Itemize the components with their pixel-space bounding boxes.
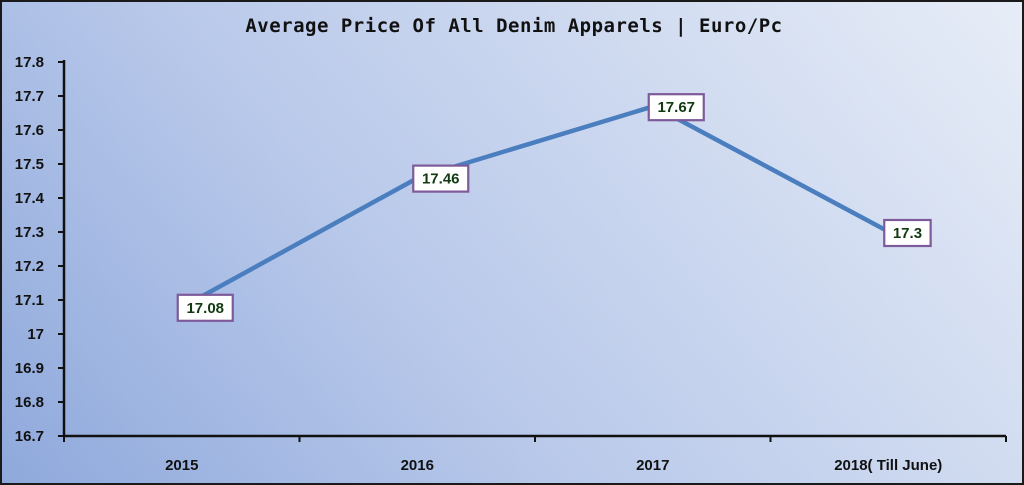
- chart-title: Average Price Of All Denim Apparels | Eu…: [245, 15, 782, 37]
- x-tick-label: 2017: [636, 457, 669, 474]
- y-tick-label: 17.5: [15, 156, 44, 173]
- y-tick-label: 17: [27, 326, 44, 343]
- x-tick-label: 2018( Till June): [834, 457, 942, 474]
- y-tick-label: 17.6: [15, 122, 44, 139]
- data-label-text: 17.08: [186, 300, 224, 317]
- x-axis: 2015 2016 2017 2018( Till June): [63, 434, 1007, 474]
- x-tick-label: 2015: [165, 457, 198, 474]
- data-label: 17.3: [883, 218, 932, 248]
- y-tick-label: 16.8: [15, 394, 44, 411]
- y-tick-label: 17.8: [15, 54, 44, 71]
- y-tick-label: 17.1: [15, 292, 44, 309]
- y-tick-label: 16.7: [15, 428, 44, 445]
- y-tick-label: 17.3: [15, 224, 44, 241]
- data-label-text: 17.3: [893, 225, 922, 242]
- data-label-text: 17.67: [657, 99, 695, 116]
- data-label-box: [647, 93, 705, 122]
- data-label-box: [412, 164, 470, 193]
- data-labels: 17.08 17.46 17.67 17.3: [176, 93, 932, 322]
- data-label: 17.46: [412, 164, 470, 193]
- data-label: 17.67: [647, 93, 705, 122]
- x-tick-label: 2016: [401, 457, 434, 474]
- y-axis: 17.8 17.7 17.6 17.5 17.4 17.3 17.2 17.1 17 16.9 16…: [15, 54, 66, 445]
- y-tick-label: 17.2: [15, 258, 44, 275]
- y-tick-label: 17.4: [15, 190, 45, 207]
- data-label-box: [883, 218, 932, 248]
- data-label: 17.08: [176, 293, 234, 322]
- series-line: [181, 103, 891, 309]
- data-label-box: [176, 293, 234, 322]
- y-tick-label: 16.9: [15, 360, 44, 377]
- y-tick-label: 17.7: [15, 88, 44, 105]
- series-line-group: [180, 103, 892, 309]
- data-label-text: 17.46: [422, 171, 460, 188]
